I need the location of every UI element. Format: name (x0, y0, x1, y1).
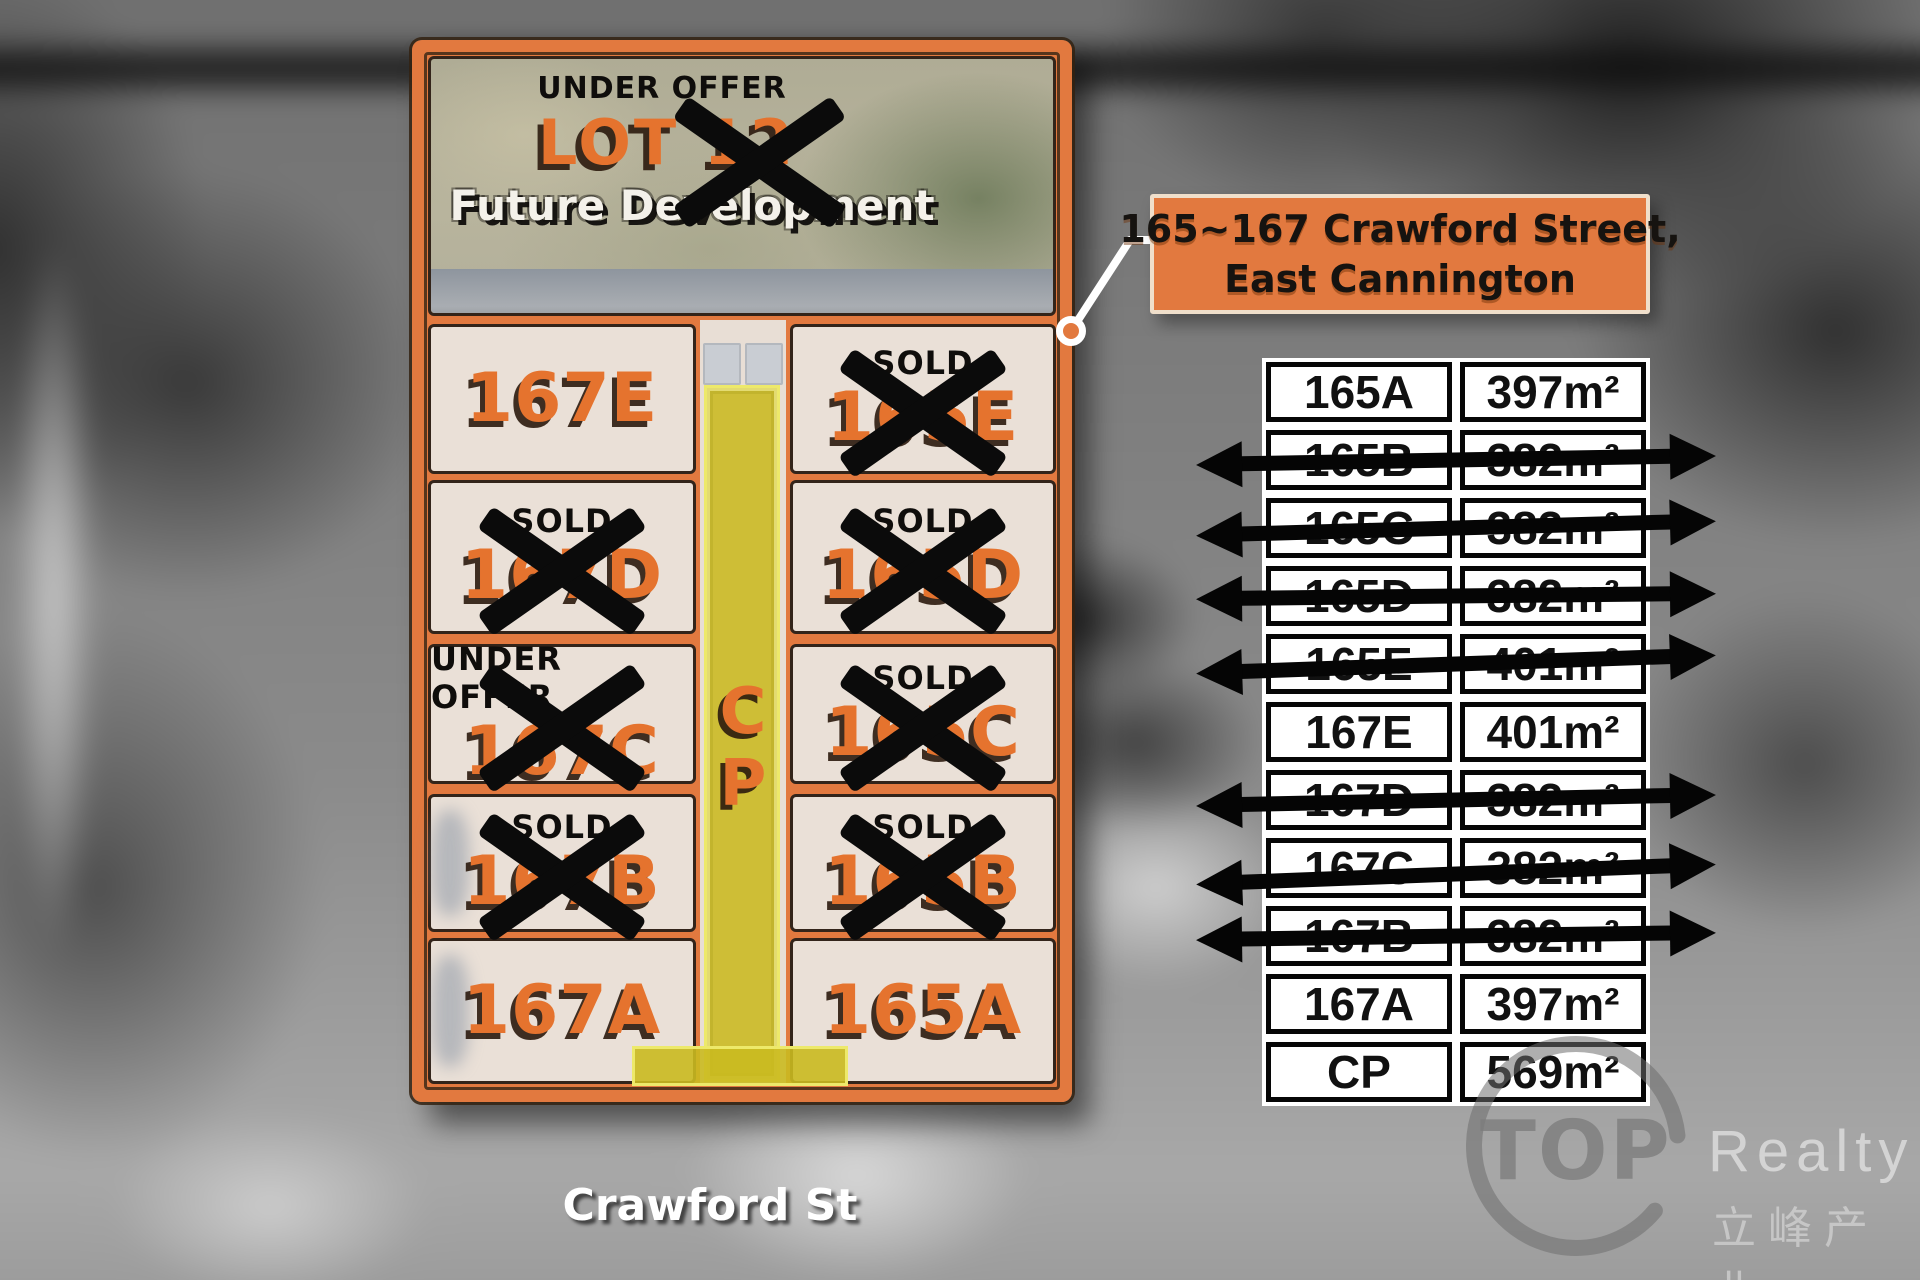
table-row: CP 569m² (1266, 1042, 1646, 1102)
cross-icon (673, 111, 845, 215)
cp-label: C P (700, 675, 786, 821)
lot-size-table: 165A 397m² 165B 382m² 165C 382m² 165D 38… (1239, 362, 1673, 1102)
table-row: 167B 382m² (1239, 906, 1673, 966)
address-line-1: 165~167 Crawford Street, (1119, 207, 1681, 251)
lot-size-cell: 569m² (1460, 1042, 1646, 1102)
table-row: 165E 401m² (1239, 634, 1673, 694)
lot-cell-167E: 167E (428, 324, 696, 474)
lot-label: 167A (462, 971, 662, 1050)
cross-icon (839, 353, 1007, 475)
site-plan-content: UNDER OFFER LOT 12 Future Development 16… (424, 52, 1060, 1090)
cross-icon (478, 668, 646, 790)
table-row: 167A 397m² (1266, 974, 1646, 1034)
common-property-column: C P (700, 320, 786, 1086)
lot-cell-167D: SOLD 167D (428, 480, 696, 634)
lot-cell-167B: SOLD 167B (428, 794, 696, 932)
address-line-2: East Cannington (1224, 257, 1576, 301)
lot-size-cell: 401m² (1460, 702, 1646, 762)
table-row: 167C 382m² (1239, 838, 1673, 898)
lot-cell-167A: 167A (428, 938, 696, 1084)
cp-letter-p: P (719, 747, 767, 821)
cp-driveway-entry (632, 1046, 848, 1086)
lot-id-cell: 167A (1266, 974, 1452, 1034)
cp-driveway-highlight (704, 385, 780, 1082)
visitor-bay (703, 343, 741, 385)
lot-cell-165C: SOLD 165C (790, 644, 1056, 784)
lot-cell-165B: SOLD 165B (790, 794, 1056, 932)
lot-cell-167C: UNDER OFFER 167C (428, 640, 696, 788)
lot12-status: UNDER OFFER (537, 71, 787, 106)
callout-anchor-dot (1056, 316, 1086, 346)
lot-cell-165E: SOLD 165E (790, 324, 1056, 474)
table-row: 165B 382m² (1239, 430, 1673, 490)
lot-id-cell: 167E (1266, 702, 1452, 762)
cross-icon (478, 817, 646, 939)
cross-icon (478, 511, 646, 633)
cp-letter-c: C (719, 675, 767, 749)
lot-label: 165A (823, 971, 1023, 1050)
driveway-band (431, 269, 1053, 313)
cross-icon (839, 817, 1007, 939)
lot-label: 167E (465, 359, 659, 438)
cross-icon (839, 668, 1007, 790)
lot-size-cell: 397m² (1460, 974, 1646, 1034)
table-row: 167E 401m² (1266, 702, 1646, 762)
table-row: 165A 397m² (1266, 362, 1646, 422)
site-plan: UNDER OFFER LOT 12 Future Development 16… (412, 40, 1072, 1102)
lot-cell-lot12: UNDER OFFER LOT 12 Future Development (428, 56, 1056, 316)
visitor-bay (745, 343, 783, 385)
cross-icon (839, 511, 1007, 633)
table-row: 167D 382m² (1239, 770, 1673, 830)
lot-id-cell: CP (1266, 1042, 1452, 1102)
tree-shadow (431, 955, 469, 1067)
address-callout: 165~167 Crawford Street, East Cannington (1119, 194, 1681, 314)
lot-cell-165D: SOLD 165D (790, 480, 1056, 634)
tree-shadow (431, 810, 469, 916)
lot-size-cell: 397m² (1460, 362, 1646, 422)
street-label: Crawford St (562, 1180, 858, 1231)
table-row: 165C 382m² (1239, 498, 1673, 558)
lot-id-cell: 165A (1266, 362, 1452, 422)
table-row: 165D 382m² (1239, 566, 1673, 626)
